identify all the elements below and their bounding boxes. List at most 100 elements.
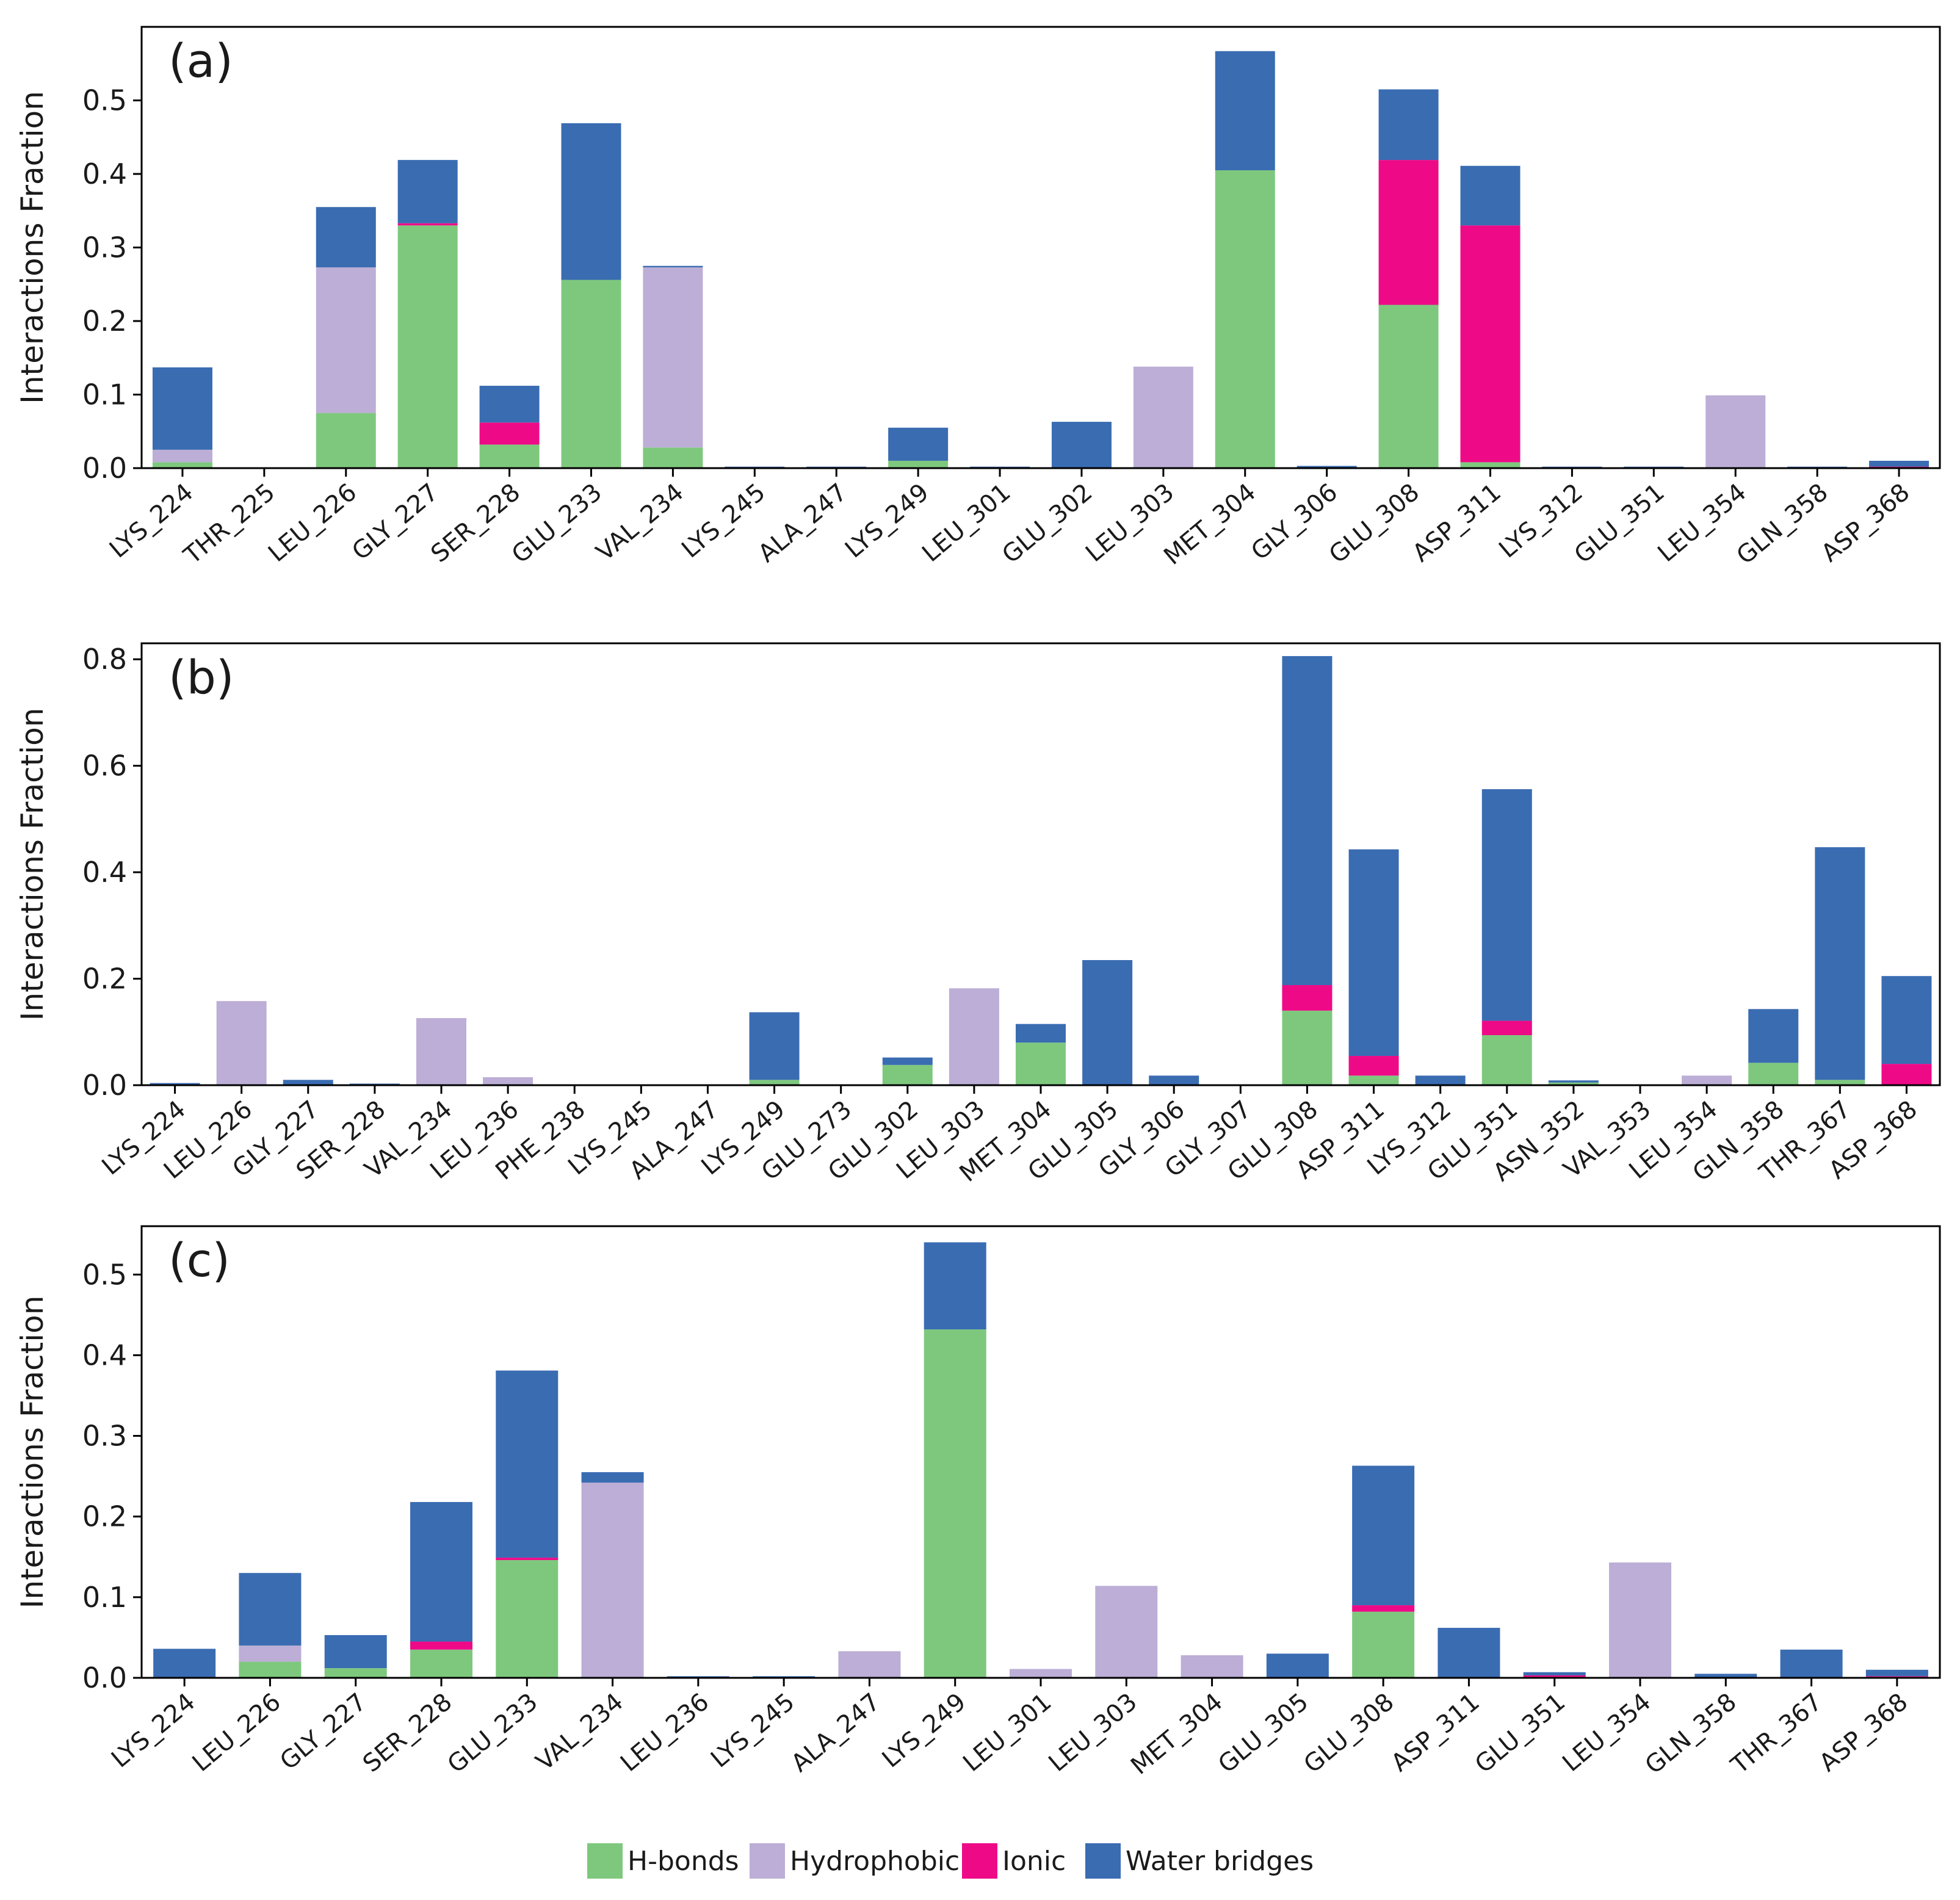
y-tick-label: 0.0 [82, 1069, 127, 1102]
bar-water-asn-352 [1548, 1080, 1599, 1083]
bar-water-lys-224 [152, 367, 212, 450]
bar-water-met-304 [1215, 51, 1275, 170]
legend-label-hbonds: H-bonds [627, 1846, 739, 1877]
x-tick-label-leu-301: LEU_301 [958, 1688, 1057, 1777]
bar-hbonds-lys-224 [152, 462, 212, 468]
bar-hydrophobic-leu-303 [949, 988, 999, 1085]
x-tick-label-leu-303: LEU_303 [1043, 1688, 1142, 1777]
bar-water-gly-306 [1296, 466, 1357, 468]
bar-water-gly-306 [1149, 1075, 1199, 1085]
x-tick-label-leu-301: LEU_301 [917, 478, 1016, 568]
bar-water-val-234 [643, 265, 703, 268]
legend-swatch-hbonds [587, 1843, 623, 1879]
bar-hbonds-gly-227 [397, 225, 458, 468]
x-tick-label-leu-354: LEU_354 [1557, 1688, 1656, 1777]
bar-hbonds-ser-228 [479, 444, 540, 468]
bar-ionic-ser-228 [479, 422, 540, 445]
bar-hydrophobic-leu-354 [1682, 1075, 1732, 1085]
chart-panel-2: 0.00.20.40.60.8LYS_224LEU_226GLY_227SER_… [15, 642, 1941, 1188]
bar-water-lys-249 [888, 427, 949, 461]
bar-water-glu-302 [882, 1057, 933, 1065]
x-tick-label-lys-245: LYS_245 [706, 1688, 800, 1773]
bar-water-asp-368 [1881, 976, 1932, 1064]
x-tick-label-thr-225: THR_225 [178, 478, 280, 570]
bar-water-gln-358 [1748, 1009, 1799, 1063]
y-tick-label: 0.0 [82, 452, 127, 485]
legend: H-bonds Hydrophobic Ionic Water bridges [587, 1843, 1314, 1879]
x-tick-label-glu-351: GLU_351 [1569, 478, 1670, 569]
bar-hbonds-asp-311 [1460, 462, 1521, 468]
bar-water-leu-226 [239, 1573, 302, 1646]
bar-water-asp-311 [1437, 1628, 1500, 1678]
y-tick-label: 0.4 [82, 1338, 127, 1371]
y-tick-label: 0.0 [82, 1661, 127, 1694]
bar-ionic-gly-227 [397, 223, 458, 226]
bar-water-thr-367 [1815, 847, 1865, 1080]
bar-hydrophobic-leu-303 [1133, 366, 1193, 468]
y-tick-label: 0.1 [82, 1581, 127, 1614]
x-tick-label-asp-311: ASP_311 [1386, 1688, 1485, 1777]
legend-swatch-ionic [962, 1843, 997, 1879]
y-tick-label: 0.5 [82, 1258, 127, 1291]
plot-frame [140, 1225, 1941, 1679]
bar-ionic-glu-308 [1352, 1605, 1415, 1612]
bar-hbonds-glu-233 [496, 1560, 559, 1678]
bar-water-asp-368 [1865, 1669, 1928, 1677]
chart-panel-3: 0.0 0.1 0.2 0.3 0.4 0.5 LYS_224LEU_226GLY_227S… [15, 1225, 1941, 1780]
bar-hydrophobic-leu-301 [1010, 1669, 1072, 1678]
x-tick-label-lys-249: LYS_249 [840, 478, 935, 563]
bar-hbonds-leu-226 [239, 1661, 302, 1678]
legend-swatch-water [1085, 1843, 1121, 1879]
bar-water-glu-305 [1266, 1653, 1329, 1678]
bar-hydrophobic-leu-226 [316, 267, 376, 413]
y-tick-label: 0.2 [82, 1500, 127, 1533]
legend-label-hydrophobic: Hydrophobic [790, 1846, 960, 1877]
bar-hydrophobic-lys-224 [152, 449, 212, 463]
chart-panel-1: 0.00.10.20.30.40.5LYS_224THR_225LEU_226G… [15, 26, 1941, 571]
x-tick-label-glu-305: GLU_305 [1213, 1688, 1314, 1779]
bar-hbonds-met-304 [1016, 1042, 1066, 1085]
bar-hbonds-met-304 [1215, 170, 1275, 468]
bar-hbonds-glu-233 [561, 280, 621, 468]
bar-water-glu-308 [1378, 89, 1439, 161]
legend-swatch-hydrophobic [750, 1843, 785, 1879]
bar-water-glu-305 [1082, 960, 1133, 1085]
plot-frame [140, 26, 1941, 469]
x-tick-label-leu-236: LEU_236 [615, 1688, 714, 1777]
x-tick-label-val-234: VAL_234 [591, 478, 689, 566]
y-tick-label: 0.3 [82, 1420, 127, 1453]
bar-hbonds-gln-358 [1748, 1063, 1799, 1085]
bar-hydrophobic-met-304 [1181, 1655, 1243, 1678]
x-tick-label-gln-358: GLN_358 [1640, 1688, 1742, 1780]
bar-hydrophobic-ala-247 [838, 1651, 901, 1678]
bar-water-ser-228 [479, 386, 540, 423]
bar-hbonds-lys-249 [749, 1080, 800, 1085]
y-tick-label: 0.2 [82, 305, 127, 338]
bar-water-glu-351 [1481, 789, 1532, 1021]
bar-water-lys-224 [153, 1649, 216, 1678]
bar-hydrophobic-val-234 [643, 267, 703, 448]
y-axis-label: Interactions Fraction [15, 91, 50, 404]
legend-label-water: Water bridges [1126, 1846, 1314, 1877]
bar-ionic-asp-311 [1460, 225, 1521, 463]
x-tick-label-met-304: MET_304 [1159, 478, 1261, 570]
bar-hbonds-glu-308 [1282, 1010, 1333, 1085]
bar-hydrophobic-leu-226 [216, 1001, 267, 1085]
x-tick-label-lys-224: LYS_224 [106, 1688, 201, 1773]
bar-ionic-glu-308 [1282, 985, 1333, 1011]
bar-hydrophobic-leu-226 [239, 1645, 302, 1662]
bar-water-gly-227 [324, 1635, 387, 1669]
bar-water-lys-224 [150, 1083, 200, 1085]
bar-hbonds-thr-367 [1815, 1080, 1865, 1085]
bar-water-lys-249 [924, 1242, 986, 1330]
bar-water-lys-312 [1415, 1075, 1466, 1085]
x-tick-label-lys-249: LYS_249 [877, 1688, 972, 1773]
bar-water-leu-226 [316, 207, 376, 268]
bar-water-thr-367 [1780, 1649, 1843, 1678]
bar-hbonds-asn-352 [1548, 1082, 1599, 1085]
bar-hbonds-glu-308 [1352, 1611, 1415, 1678]
bar-hbonds-lys-249 [888, 460, 949, 468]
x-tick-label-glu-351: GLU_351 [1470, 1688, 1571, 1779]
bar-ionic-glu-233 [496, 1558, 559, 1561]
